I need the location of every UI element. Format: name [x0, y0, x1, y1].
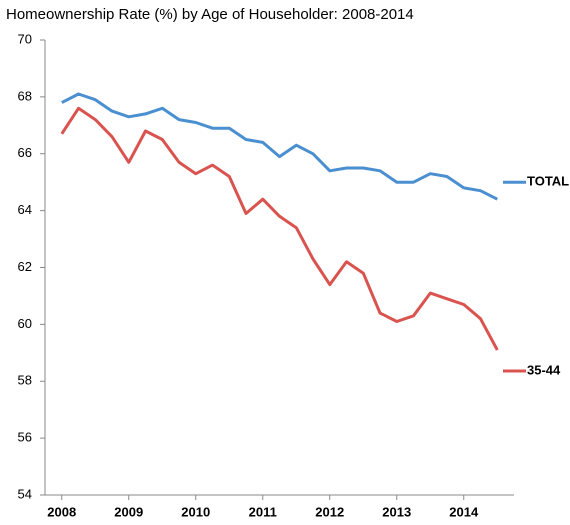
- x-tick-label: 2013: [382, 504, 411, 519]
- y-tick-label: 58: [18, 373, 32, 388]
- x-tick-label: 2011: [249, 504, 277, 519]
- chart-title: Homeownership Rate (%) by Age of Househo…: [6, 6, 414, 23]
- y-tick-label: 60: [18, 316, 32, 331]
- y-tick-label: 70: [18, 31, 32, 46]
- y-tick-label: 54: [18, 486, 32, 501]
- legend-label: TOTAL: [527, 174, 569, 189]
- x-tick-label: 2012: [315, 504, 344, 519]
- y-tick-label: 62: [18, 259, 32, 274]
- legend-label: 35-44: [527, 362, 561, 377]
- series-line: [60, 106, 499, 351]
- y-tick-label: 66: [18, 145, 32, 160]
- y-tick-label: 56: [18, 430, 32, 445]
- y-tick-label: 68: [18, 88, 32, 103]
- x-tick-label: 2010: [181, 504, 210, 519]
- series-line: [61, 92, 498, 201]
- x-tick-label: 2014: [449, 504, 479, 519]
- x-tick-label: 2009: [114, 504, 143, 519]
- x-tick-label: 2008: [47, 504, 76, 519]
- y-tick-label: 64: [18, 202, 32, 217]
